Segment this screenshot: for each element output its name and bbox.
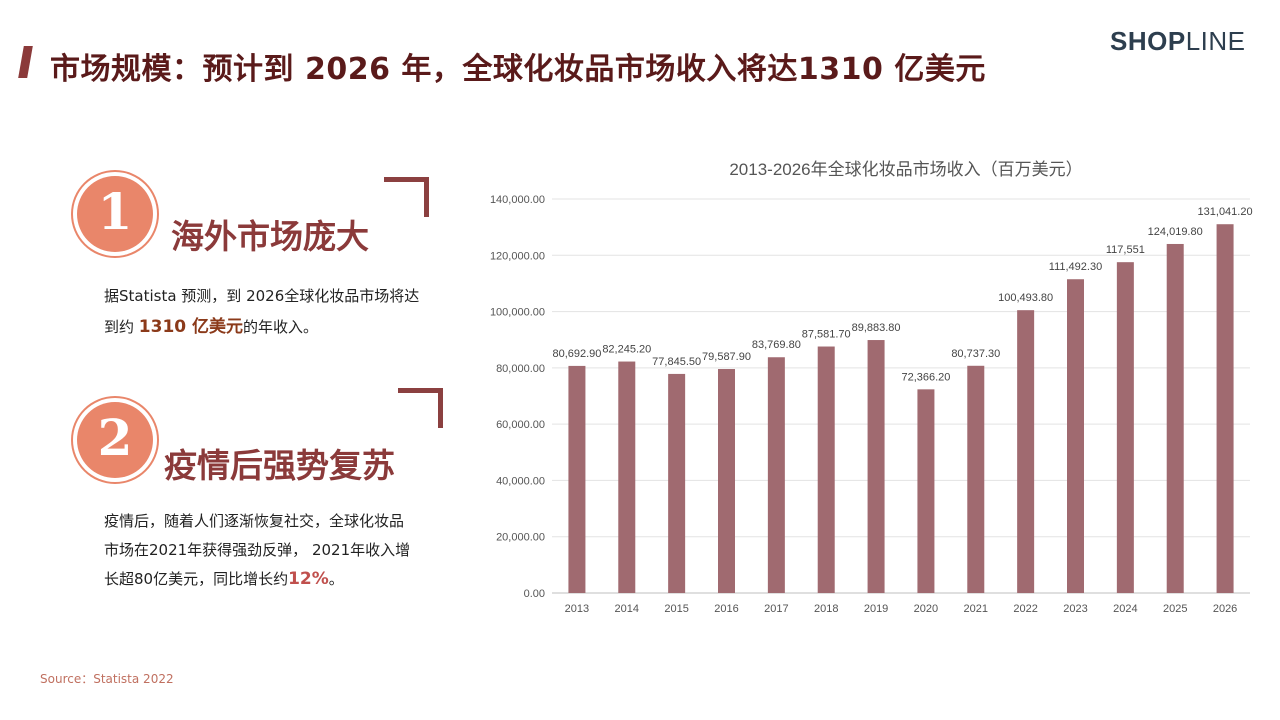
text-line: 市场在2021年获得强劲反弹， 2021年收入增 xyxy=(104,541,411,559)
data-label: 82,245.20 xyxy=(602,344,651,356)
text-fragment: 长超80亿美元，同比增长约 xyxy=(104,570,289,588)
data-label: 131,041.20 xyxy=(1198,206,1253,218)
data-label: 124,019.80 xyxy=(1148,226,1203,238)
y-tick-label: 80,000.00 xyxy=(496,363,545,375)
data-label: 80,737.30 xyxy=(951,348,1000,360)
bar xyxy=(568,365,586,593)
logo-thin-text: LINE xyxy=(1185,26,1246,56)
data-label: 77,845.50 xyxy=(652,356,701,368)
x-tick-label: 2019 xyxy=(864,603,888,615)
text-line: 到约 1310 亿美元的年收入。 xyxy=(104,312,419,343)
x-tick-label: 2026 xyxy=(1213,603,1237,615)
x-tick-label: 2018 xyxy=(814,603,838,615)
y-tick-label: 120,000.00 xyxy=(490,250,545,262)
text-fragment: 。 xyxy=(328,570,344,588)
bar xyxy=(618,361,636,593)
text-line: 长超80亿美元，同比增长约12%。 xyxy=(104,565,410,594)
text-fragment: 到约 xyxy=(104,318,139,336)
data-label: 80,692.90 xyxy=(552,348,601,360)
data-label: 100,493.80 xyxy=(998,292,1053,304)
y-tick-label: 20,000.00 xyxy=(496,532,545,544)
chart-title: 2013-2026年全球化妆品市场收入（百万美元） xyxy=(729,160,1082,179)
data-label: 117,551 xyxy=(1106,244,1145,256)
section-text-recovery: 疫情后，随着人们逐渐恢复社交，全球化妆品 市场在2021年获得强劲反弹， 202… xyxy=(104,507,410,594)
bar xyxy=(1116,262,1134,593)
x-tick-label: 2013 xyxy=(565,603,589,615)
y-tick-label: 100,000.00 xyxy=(490,307,545,319)
source-note: Source：Statista 2022 xyxy=(40,672,174,686)
bar xyxy=(1017,310,1035,593)
shopline-logo: SHOPLINE xyxy=(1110,26,1246,57)
x-tick-label: 2022 xyxy=(1013,603,1037,615)
data-label: 89,883.80 xyxy=(852,322,901,334)
section-heading-overseas-market: 海外市场庞大 xyxy=(171,217,369,256)
x-tick-label: 2024 xyxy=(1113,603,1137,615)
x-tick-label: 2015 xyxy=(664,603,688,615)
data-label: 87,581.70 xyxy=(802,329,851,341)
number-badge-1: 1 xyxy=(77,176,153,252)
data-label: 111,492.30 xyxy=(1049,261,1102,273)
revenue-bar-chart: 2013-2026年全球化妆品市场收入（百万美元） 0.00 20,000.00 40… xyxy=(490,160,1253,615)
x-tick-label: 2017 xyxy=(764,603,788,615)
x-tick-label: 2021 xyxy=(964,603,988,615)
y-tick-label: 0.00 xyxy=(524,588,545,600)
bar xyxy=(917,389,935,593)
bar xyxy=(767,357,785,593)
bar xyxy=(817,346,835,593)
bar xyxy=(1166,243,1184,593)
bar xyxy=(668,373,686,593)
y-tick-label: 140,000.00 xyxy=(490,194,545,206)
y-tick-label: 60,000.00 xyxy=(496,419,545,431)
title-accent-bar xyxy=(18,46,33,78)
badge-number: 1 xyxy=(97,182,133,241)
bar xyxy=(867,340,885,593)
x-tick-label: 2014 xyxy=(615,603,639,615)
corner-bracket-decoration xyxy=(398,388,443,428)
logo-bold-text: SHOP xyxy=(1110,26,1186,56)
corner-bracket-decoration xyxy=(384,177,429,217)
section-heading-recovery: 疫情后强势复苏 xyxy=(164,446,395,485)
highlight-revenue: 1310 亿美元 xyxy=(138,317,244,337)
text-line: 据Statista 预测，到 2026全球化妆品市场将达 xyxy=(104,287,420,305)
data-label: 72,366.20 xyxy=(901,371,950,383)
x-tick-label: 2023 xyxy=(1063,603,1087,615)
bar xyxy=(967,365,985,593)
text-line: 疫情后，随着人们逐渐恢复社交，全球化妆品 xyxy=(104,512,405,530)
text-fragment: 的年收入。 xyxy=(243,318,319,336)
data-label: 83,769.80 xyxy=(752,339,801,351)
badge-number: 2 xyxy=(97,408,133,467)
y-tick-label: 40,000.00 xyxy=(496,475,545,487)
x-tick-label: 2020 xyxy=(914,603,938,615)
section-text-overseas-market: 据Statista 预测，到 2026全球化妆品市场将达 到约 1310 亿美元… xyxy=(104,281,419,343)
bar xyxy=(718,369,735,593)
bar xyxy=(1067,279,1084,593)
number-badge-2: 2 xyxy=(77,402,153,478)
page-title: 市场规模：预计到 2026 年，全球化妆品市场收入将达1310 亿美元 xyxy=(50,52,986,87)
x-tick-label: 2016 xyxy=(714,603,738,615)
data-label: 79,587.90 xyxy=(702,351,751,363)
bar xyxy=(1216,224,1234,593)
highlight-growth: 12% xyxy=(288,569,329,589)
x-tick-label: 2025 xyxy=(1163,603,1187,615)
